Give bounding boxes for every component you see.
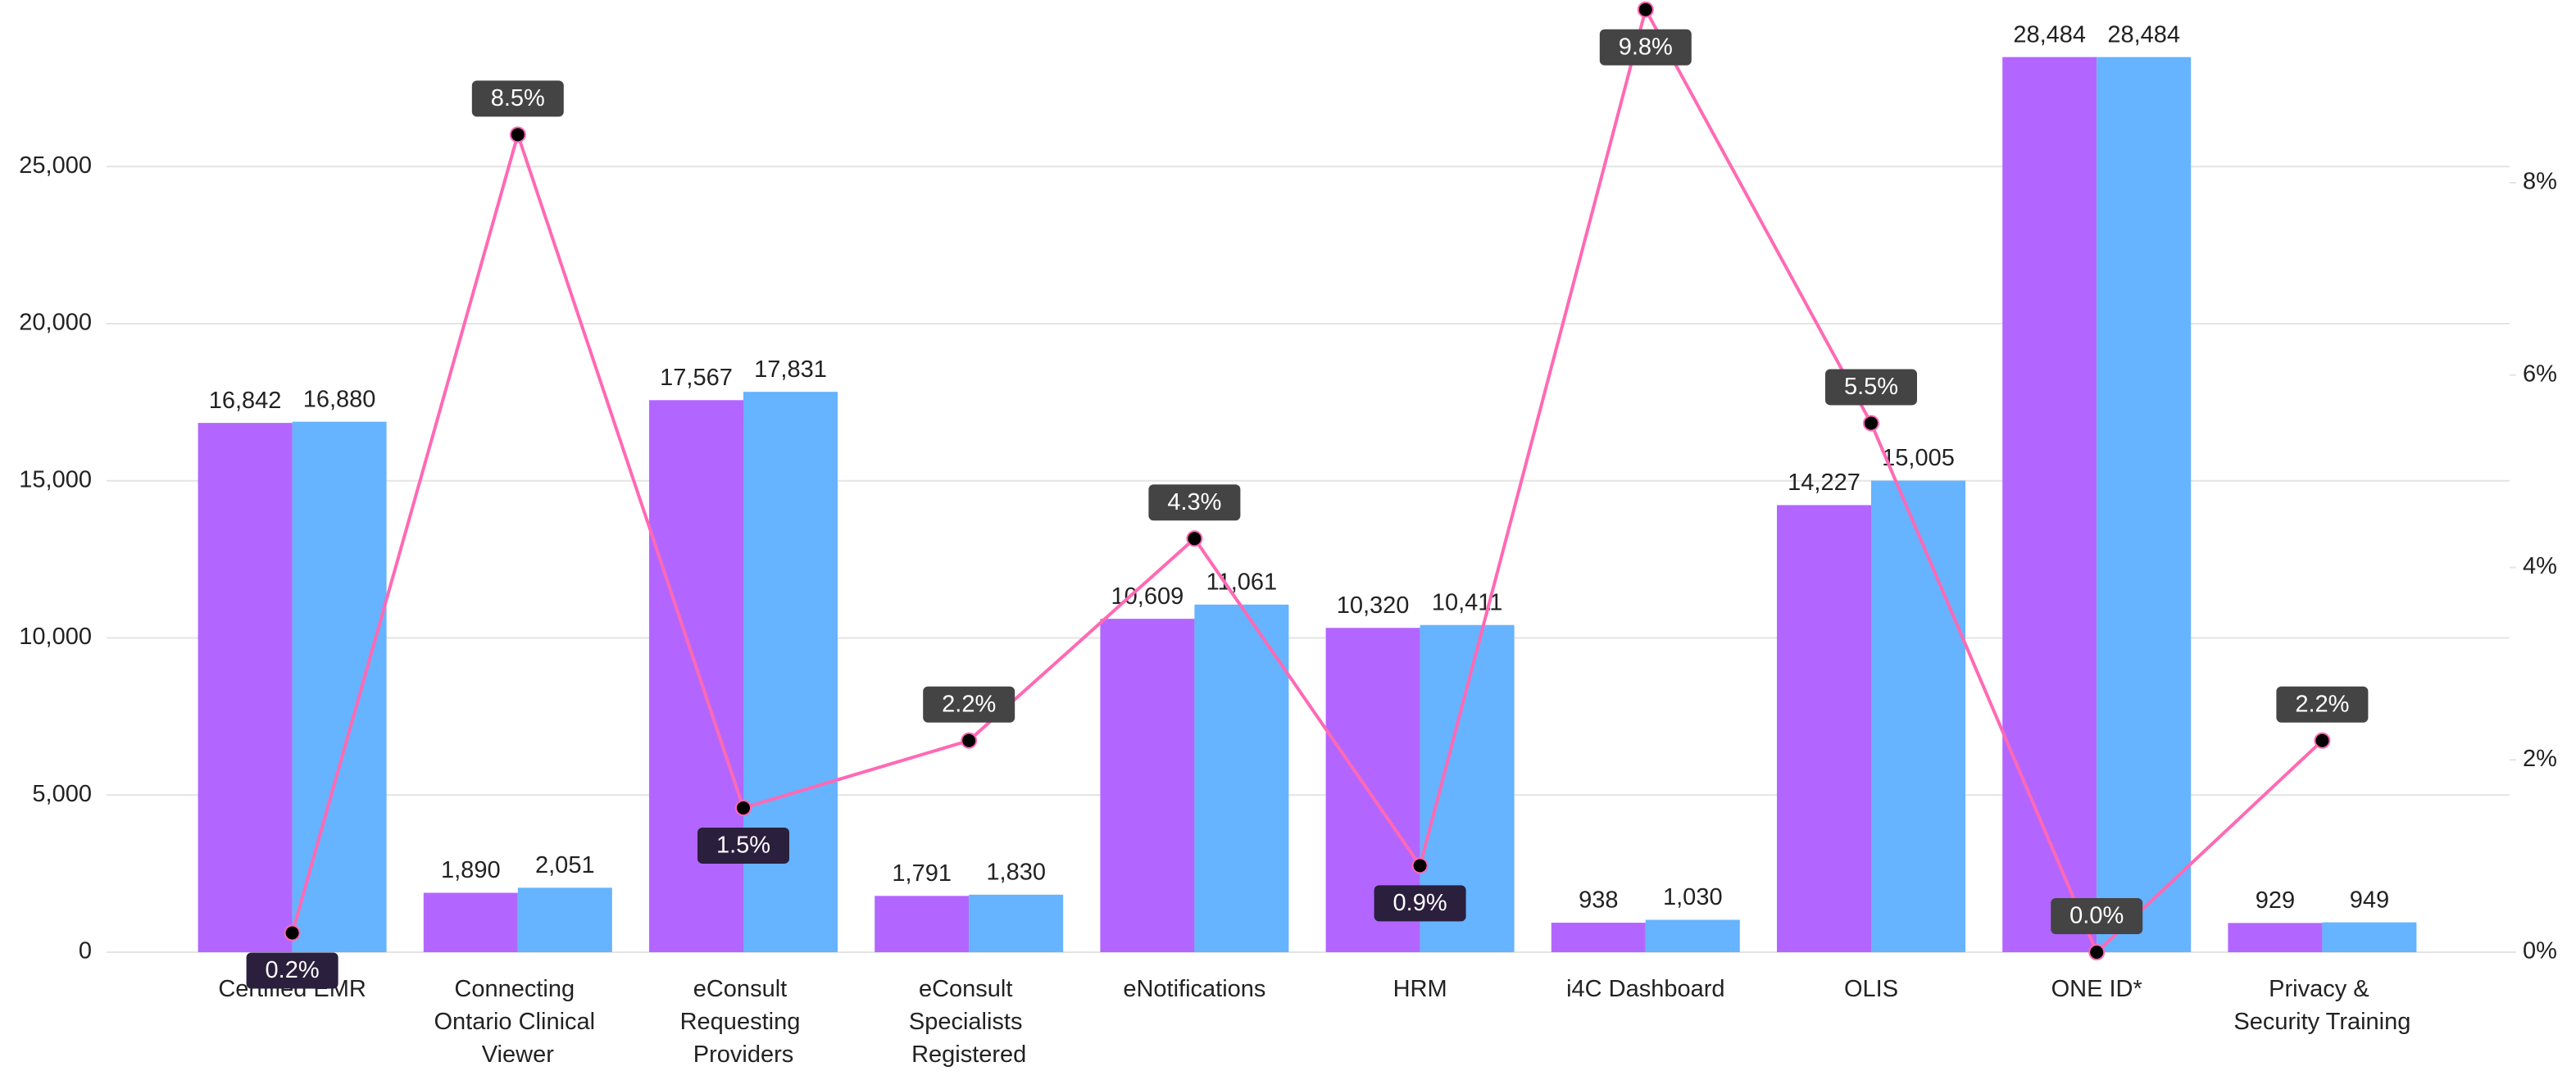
- bar: [292, 421, 387, 952]
- line-point: [509, 126, 526, 143]
- point-label-box: [1599, 29, 1692, 66]
- line-point: [961, 732, 978, 749]
- point-label: 9.8%: [1619, 34, 1673, 60]
- point-label: 0.0%: [2069, 903, 2124, 929]
- point-label: 8.5%: [491, 85, 545, 111]
- x-tick-label: i4C Dashboard: [1566, 976, 1724, 1002]
- point-label-box: [471, 80, 564, 117]
- bar: [2097, 57, 2192, 952]
- point-label-box: [923, 686, 1015, 723]
- y2-tick-label: 0%: [2523, 938, 2557, 964]
- point-label: 1.5%: [716, 833, 770, 859]
- line-point: [1186, 530, 1203, 547]
- bar: [649, 400, 743, 952]
- point-label: 4.3%: [1167, 489, 1221, 515]
- bar-value-label: 10,320: [1337, 592, 1410, 619]
- line-point: [2314, 732, 2331, 749]
- bar-value-label: 938: [1579, 887, 1618, 914]
- bar-value-label: 14,227: [1788, 470, 1860, 496]
- bar: [2322, 922, 2417, 952]
- bar-value-label: 28,484: [2013, 21, 2086, 48]
- bar-value-label: 1,890: [441, 857, 501, 883]
- point-label-box: [1825, 369, 1917, 406]
- bar-value-label: 929: [2256, 887, 2295, 914]
- y2-tick-label: 4%: [2523, 553, 2557, 579]
- y-tick-label: 5,000: [32, 781, 92, 807]
- y-tick-label: 15,000: [19, 466, 92, 492]
- x-tick-label: eConsult Requesting Providers: [680, 976, 807, 1068]
- bar-value-label: 15,005: [1882, 445, 1955, 471]
- bar: [198, 423, 293, 952]
- x-tick-label: ONE ID*: [2051, 976, 2142, 1002]
- x-tick-label: eConsult Specialists Registered: [909, 976, 1029, 1068]
- y-tick-label: 0: [79, 938, 92, 964]
- line-point: [284, 924, 301, 942]
- bar-value-label: 16,842: [209, 388, 282, 414]
- bar: [1777, 505, 1871, 952]
- bar-value-label: 1,030: [1663, 884, 1723, 910]
- y-tick-label: 20,000: [19, 310, 92, 336]
- x-tick-label: Privacy & Security Training: [2233, 976, 2410, 1035]
- bar-value-label: 949: [2350, 887, 2389, 913]
- bar: [2228, 923, 2323, 952]
- bar: [517, 887, 612, 952]
- point-label-box: [2276, 686, 2369, 723]
- bar-value-label: 2,051: [535, 852, 595, 878]
- point-label: 0.2%: [266, 957, 320, 983]
- point-label-box: [246, 952, 338, 989]
- bar: [1100, 619, 1195, 952]
- bar-value-label: 16,880: [303, 386, 376, 412]
- point-label: 0.9%: [1393, 890, 1447, 916]
- bar-value-label: 17,831: [754, 356, 827, 383]
- x-tick-label: Connecting Ontario Clinical Viewer: [434, 976, 602, 1068]
- bar: [1871, 480, 1965, 952]
- bar-value-label: 1,830: [986, 859, 1046, 885]
- line: [290, 5, 2324, 955]
- point-label-box: [1148, 484, 1241, 521]
- bar: [1645, 919, 1740, 952]
- line-point: [1637, 1, 1654, 18]
- point-label: 5.5%: [1844, 374, 1898, 400]
- point-label-box: [2051, 898, 2143, 934]
- bar: [423, 892, 518, 952]
- bar: [969, 894, 1064, 952]
- x-tick-label: OLIS: [1844, 976, 1898, 1002]
- y2-tick-label: 6%: [2523, 361, 2557, 387]
- point-label: 2.2%: [2295, 691, 2349, 717]
- bar: [1194, 604, 1289, 952]
- point-label: 2.2%: [942, 691, 996, 717]
- y-tick-label: 10,000: [19, 624, 92, 650]
- point-label-box: [1374, 885, 1466, 922]
- y-tick-label: 25,000: [19, 152, 92, 179]
- line-point: [1863, 415, 1879, 432]
- bar: [1551, 923, 1646, 952]
- bar-value-label: 10,609: [1111, 583, 1184, 610]
- point-label-box: [697, 827, 789, 864]
- line-point: [1411, 857, 1429, 874]
- bar-value-label: 17,567: [660, 365, 733, 391]
- x-tick-label: HRM: [1393, 976, 1447, 1002]
- bar: [2002, 57, 2097, 952]
- line-point: [735, 799, 752, 816]
- bar-value-label: 28,484: [2107, 21, 2180, 48]
- bar-value-label: 1,791: [892, 860, 952, 887]
- bar: [875, 896, 970, 952]
- x-tick-label: eNotifications: [1123, 976, 1265, 1002]
- y2-tick-label: 8%: [2523, 169, 2557, 195]
- line-point: [2088, 944, 2106, 960]
- y2-tick-label: 2%: [2523, 746, 2557, 772]
- bar: [743, 392, 838, 952]
